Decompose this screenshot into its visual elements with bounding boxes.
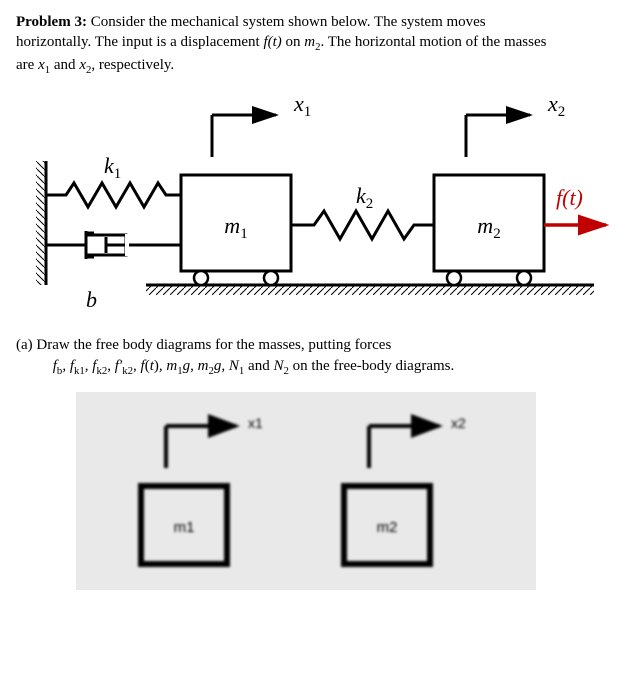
txt-l3: are	[16, 57, 38, 73]
ground-hatch	[146, 285, 594, 295]
svg-text:f(t): f(t)	[556, 185, 583, 210]
sym-x1-inline: x1	[38, 57, 50, 73]
sym-x2-inline: x2	[79, 57, 91, 73]
x2-indicator: x2	[466, 91, 565, 157]
txt-l2b: . The horizontal motion of the masses	[321, 34, 547, 50]
txt-and: and	[50, 57, 79, 73]
svg-text:x1: x1	[248, 415, 263, 431]
damper-b	[46, 231, 181, 259]
ft-force: f(t)	[544, 185, 606, 225]
svg-text:x2: x2	[451, 415, 466, 431]
fbd-m2: m2 x2	[344, 415, 466, 564]
system-figure: m1 m2 k1 b k2 x1 x2 f(t)	[16, 85, 621, 325]
txt-l1: Consider the mechanical system shown bel…	[87, 14, 486, 30]
txt-resp: , respectively.	[91, 57, 174, 73]
svg-text:x2: x2	[547, 91, 565, 120]
svg-text:m1: m1	[174, 519, 195, 536]
sym-m2-inline: m2	[304, 34, 320, 50]
spring-k1	[46, 183, 181, 207]
part-a-label: (a)	[16, 337, 33, 353]
force-list: fb, fk1, fk2, f′k2, f(t), m1g, m2g, N1	[53, 358, 245, 374]
part-a: (a) Draw the free body diagrams for the …	[34, 335, 621, 378]
fbd-m1: m1 x1	[141, 415, 263, 564]
problem-statement: Problem 3: Consider the mechanical syste…	[16, 12, 621, 77]
problem-label: Problem 3:	[16, 14, 87, 30]
svg-text:x1: x1	[293, 91, 311, 120]
part-a-t1: Draw the free body diagrams for the mass…	[33, 337, 392, 353]
part-a-t2: on the free-body diagrams.	[289, 358, 454, 374]
txt-on: on	[282, 34, 305, 50]
fbd-panel: m1 x1 m2 x2	[76, 392, 536, 590]
k2-label: k2	[356, 183, 373, 212]
b-label: b	[86, 287, 97, 312]
sym-ft: f(t)	[263, 34, 281, 50]
txt-l2: horizontally. The input is a displacemen…	[16, 34, 263, 50]
x1-indicator: x1	[212, 91, 311, 157]
k1-label: k1	[104, 153, 121, 182]
spring-k2	[291, 211, 434, 239]
svg-text:m2: m2	[377, 519, 398, 536]
